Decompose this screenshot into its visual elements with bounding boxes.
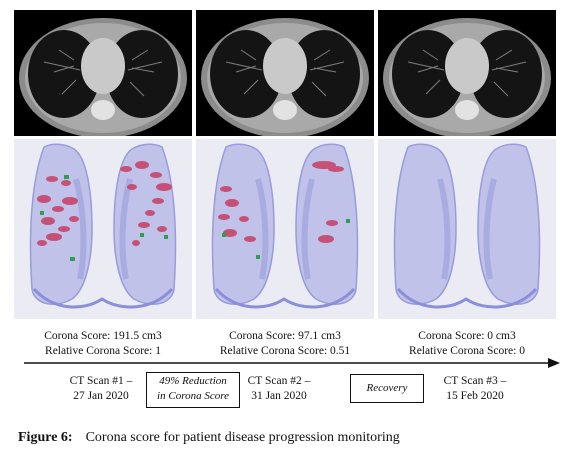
scan-label-2: CT Scan #2 – 31 Jan 2020: [247, 375, 311, 402]
lung-render-2: [196, 139, 374, 319]
reduction-box: 49% Reduction in Corona Score: [146, 372, 240, 408]
lung-render-3: [378, 139, 556, 319]
score-block-3: Corona Score: 0 cm3 Relative Corona Scor…: [372, 329, 562, 359]
figure-label: Figure 6:: [18, 430, 73, 445]
scan-label-1: CT Scan #1 – 27 Jan 2020: [69, 375, 133, 402]
corona-score-2: Corona Score: 97.1 cm3: [229, 330, 341, 342]
relative-score-1: Relative Corona Score: 1: [45, 345, 161, 357]
corona-score-3: Corona Score: 0 cm3: [418, 330, 516, 342]
figure-caption-text: Corona score for patient disease progres…: [85, 430, 400, 445]
lesion-markers-1: [37, 161, 172, 246]
ct-slice-3: [378, 10, 556, 136]
recovery-box: Recovery: [350, 374, 424, 403]
corona-score-1: Corona Score: 191.5 cm3: [44, 330, 162, 342]
score-block-2: Corona Score: 97.1 cm3 Relative Corona S…: [190, 329, 380, 359]
ct-slice-1: [14, 10, 192, 136]
ct-slice-2: [196, 10, 374, 136]
lesion-markers-green-1: [40, 175, 168, 261]
lesion-markers-green-2: [222, 219, 350, 259]
figure-caption: Figure 6: Corona score for patient disea…: [18, 430, 400, 446]
score-block-1: Corona Score: 191.5 cm3 Relative Corona …: [8, 329, 198, 359]
lesion-markers-2: [218, 161, 344, 243]
lung-render-1: [14, 139, 192, 319]
relative-score-3: Relative Corona Score: 0: [409, 345, 525, 357]
relative-score-2: Relative Corona Score: 0.51: [219, 345, 351, 357]
scan-label-3: CT Scan #3 – 15 Feb 2020: [443, 375, 507, 402]
timeline-arrow: [24, 358, 560, 368]
